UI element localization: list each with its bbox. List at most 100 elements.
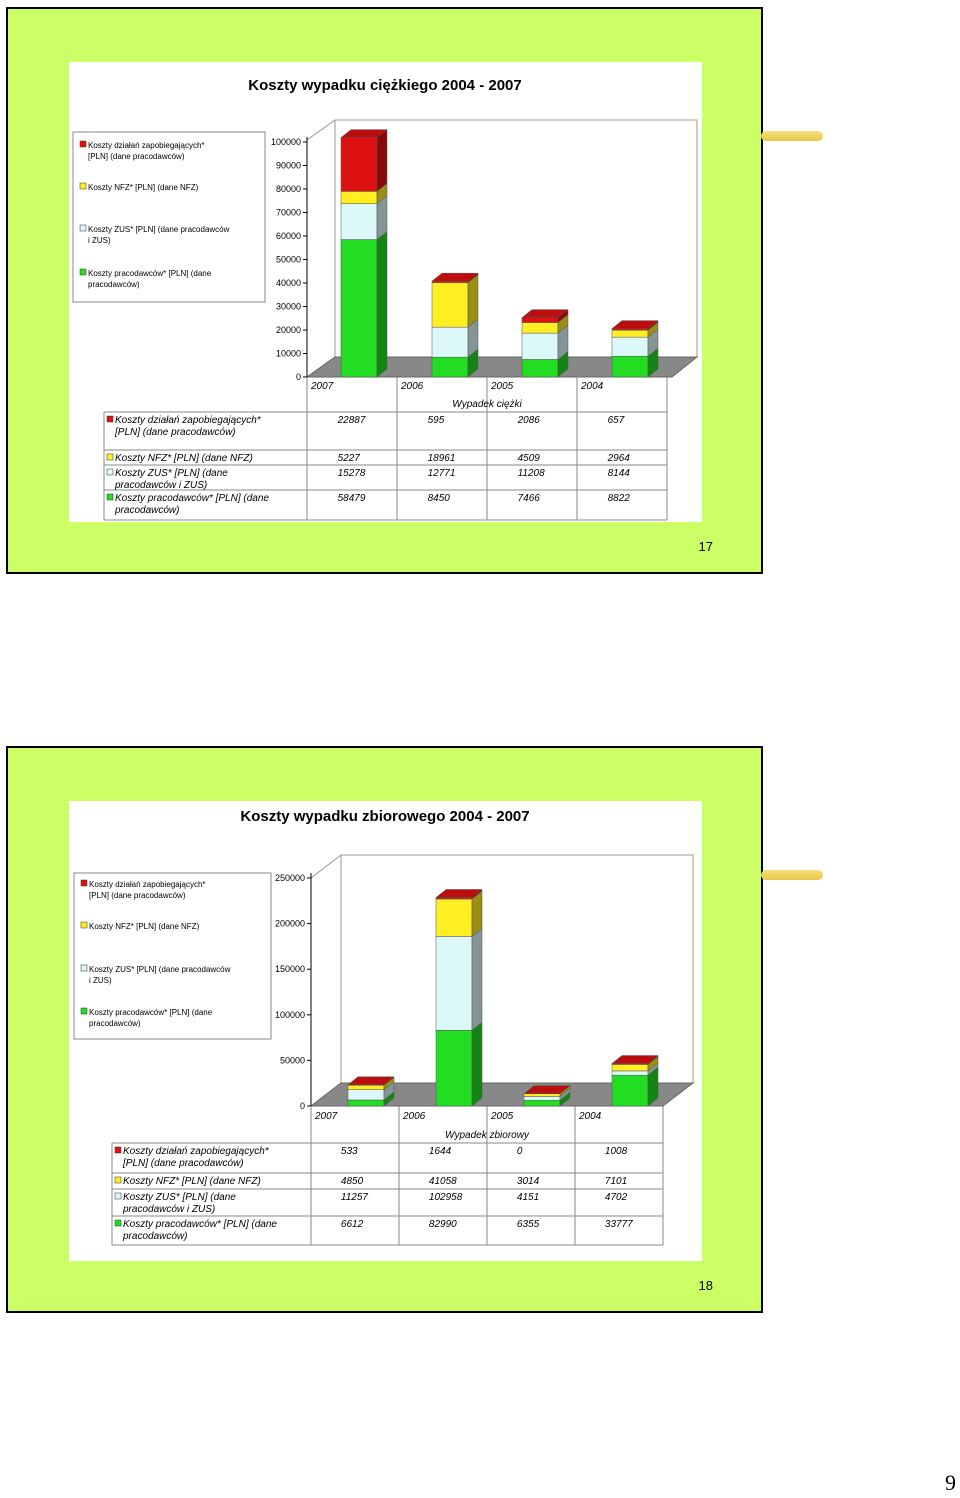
table-row-label: Koszty NFZ* [PLN] (dane NFZ): [123, 1176, 261, 1187]
table-cell-value: 41058: [429, 1176, 457, 1187]
table-row-swatch: [106, 415, 114, 423]
table-cell-value: 15278: [338, 468, 366, 479]
x-category-label: 2004: [578, 1111, 602, 1122]
bar-segment: [347, 1076, 395, 1086]
y-tick-label: 100000: [271, 137, 301, 147]
y-tick-label: 20000: [276, 325, 301, 335]
bar-segment: [523, 1085, 571, 1094]
bar-segment-front: [340, 191, 378, 204]
y-tick-label: 100000: [275, 1010, 305, 1020]
bar-segment-side: [376, 231, 388, 378]
bar-segment: [611, 320, 659, 331]
bar-segment-side: [376, 129, 388, 192]
y-tick-label: 70000: [276, 208, 301, 218]
table-cell-value: 58479: [338, 493, 366, 504]
y-tick-label: 40000: [276, 278, 301, 288]
bar-segment: [340, 195, 388, 241]
table-cell-value: 102958: [429, 1192, 463, 1203]
x-category-label: 2005: [490, 1111, 514, 1122]
y-tick-label: 150000: [275, 964, 305, 974]
legend-label: Koszty NFZ* [PLN] (dane NFZ): [88, 183, 199, 192]
bar-segment-side: [471, 1021, 483, 1107]
x-axis-title: Wypadek ciężki: [452, 399, 522, 410]
table-cell-value: 2086: [517, 415, 541, 426]
chart-severe-accident-costs: Koszty wypadku ciężkiego 2004 - 2007 0 100…: [72, 77, 699, 521]
table-cell-value: 595: [428, 415, 445, 426]
table-cell-value: 657: [608, 415, 625, 426]
bar-segment: [611, 1054, 659, 1065]
bar-segment-front: [435, 1030, 473, 1107]
table-cell-value: 8144: [608, 468, 631, 479]
table-cell-value: 82990: [429, 1219, 457, 1230]
y-tick-label: 30000: [276, 302, 301, 312]
y-tick-label: 50000: [280, 1055, 305, 1065]
bar-segment: [611, 328, 659, 357]
table-row-label: Koszty pracodawców* [PLN] (dane pracodawc…: [114, 493, 269, 516]
table-cell-value: 33777: [605, 1219, 633, 1230]
table-cell-value: 5227: [338, 453, 361, 464]
bar-segment-front: [347, 1099, 385, 1107]
bar-segment-top: [611, 1055, 659, 1064]
bar-segment: [431, 272, 479, 284]
bar-segment-front: [435, 936, 473, 1031]
x-category-label: 2005: [490, 381, 514, 392]
y-tick-label: 80000: [276, 184, 301, 194]
bar-segment: [435, 888, 483, 900]
x-category-label: 2006: [402, 1111, 426, 1122]
table-cell-value: 22887: [337, 415, 366, 426]
bar-segment-front: [521, 359, 559, 378]
bar-segment-top: [431, 272, 479, 282]
bar-segment: [340, 231, 388, 378]
bar-segment-front: [523, 1096, 561, 1101]
table-cell-value: 4509: [518, 453, 541, 464]
table-cell-value: 1644: [429, 1146, 452, 1157]
y-tick-label: 90000: [276, 161, 301, 171]
decorative-accent-bar: [761, 870, 823, 880]
decorative-accent-bar: [761, 131, 823, 141]
y-tick-label: 60000: [276, 231, 301, 241]
table-cell-value: 12771: [428, 468, 456, 479]
bar-segment-top: [347, 1076, 395, 1086]
y-tick-label: 200000: [275, 919, 305, 929]
slide-18: Koszty wypadku zbiorowego 2004 - 2007 0 50…: [6, 746, 823, 1313]
table-cell-value: 0: [517, 1146, 523, 1157]
legend-label: Koszty ZUS* [PLN] (dane pracodawców i ZUS…: [88, 225, 230, 245]
bar-segment-front: [340, 203, 378, 240]
table-row-label: Koszty ZUS* [PLN] (dane pracodawców i ZUS…: [122, 1192, 236, 1215]
table-row-label: Koszty pracodawców* [PLN] (dane pracodawc…: [122, 1219, 277, 1242]
legend-box: [72, 131, 266, 303]
bar-segment: [431, 318, 479, 358]
bar-segment: [431, 274, 479, 328]
table-row-swatch: [114, 1146, 122, 1154]
y-tick-label: 10000: [276, 349, 301, 359]
table-cell-value: 4850: [341, 1176, 364, 1187]
bar-segment-front: [611, 1070, 649, 1076]
bar-segment-side: [467, 274, 479, 328]
table-row-label: Koszty działań zapobiegających* [PLN] (da…: [122, 1146, 270, 1169]
bar-segment-front: [611, 1064, 649, 1072]
table-row-swatch: [106, 493, 114, 501]
y-tick-label: 0: [300, 1101, 305, 1111]
bar-segment: [611, 1066, 659, 1107]
chart-title: Koszty wypadku ciężkiego 2004 - 2007: [248, 77, 521, 94]
bar-segment-front: [611, 336, 649, 357]
table-row-label: Koszty działań zapobiegających* [PLN] (da…: [114, 415, 262, 438]
x-axis-title: Wypadek zbiorowy: [445, 1130, 530, 1141]
bar-segment-front: [611, 329, 649, 338]
slide-number: 18: [698, 1278, 713, 1293]
y-tick-label: 50000: [276, 255, 301, 265]
legend-swatch: [79, 268, 87, 276]
table-cell-value: 4151: [517, 1192, 539, 1203]
table-row-swatch: [114, 1192, 122, 1200]
bar-segment-front: [431, 356, 469, 378]
x-category-label: 2007: [310, 381, 334, 392]
legend-label: Koszty pracodawców* [PLN] (dane pracodawc…: [89, 1008, 213, 1028]
legend-label: Koszty pracodawców* [PLN] (dane pracodawc…: [88, 269, 212, 289]
bar-segment-front: [521, 317, 559, 323]
y-tick-label: 250000: [275, 873, 305, 883]
table-row-label: Koszty NFZ* [PLN] (dane NFZ): [115, 453, 253, 464]
table-cell-value: 7101: [605, 1176, 627, 1187]
legend-swatch: [79, 182, 87, 190]
bar-segment-top: [340, 129, 388, 138]
chart-title: Koszty wypadku zbiorowego 2004 - 2007: [240, 808, 529, 825]
